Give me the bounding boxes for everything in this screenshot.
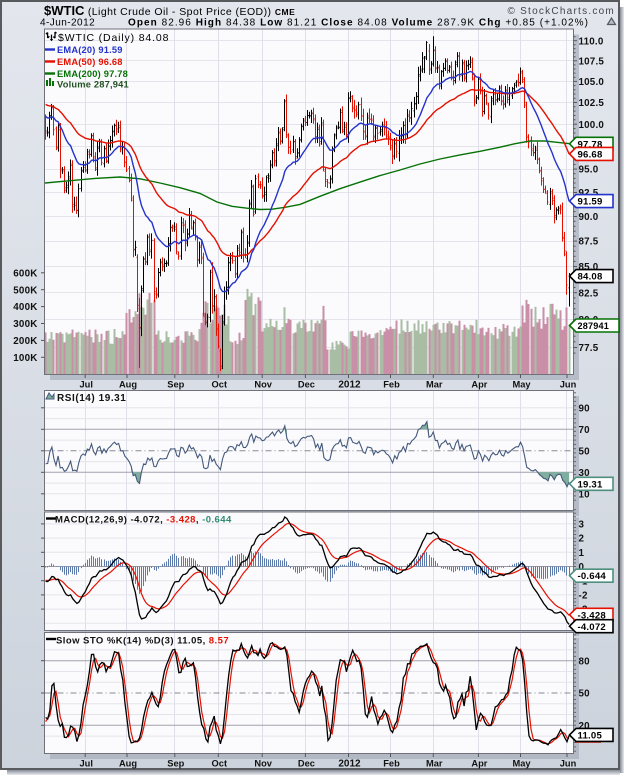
svg-text:110.0: 110.0 [579, 36, 604, 47]
svg-text:100.0: 100.0 [579, 120, 605, 131]
svg-text:RSI(14) 19.31: RSI(14) 19.31 [57, 393, 126, 404]
svg-text:50: 50 [579, 689, 591, 700]
svg-text:102.5: 102.5 [579, 98, 605, 109]
svg-text:105.0: 105.0 [579, 77, 605, 88]
svg-text:© StockCharts.com: © StockCharts.com [507, 6, 615, 17]
svg-text:500K: 500K [13, 285, 37, 296]
svg-text:Nov: Nov [254, 380, 272, 390]
svg-text:80: 80 [579, 656, 591, 667]
svg-text:May: May [512, 759, 531, 769]
svg-text:Aug: Aug [119, 380, 137, 390]
svg-text:Sep: Sep [167, 380, 184, 390]
svg-text:4-Jun-2012: 4-Jun-2012 [40, 18, 95, 29]
svg-text:87.5: 87.5 [579, 237, 599, 248]
svg-text:Slow STO %K(14) %D(3) 11.05, 8: Slow STO %K(14) %D(3) 11.05, 8.57 [56, 636, 229, 647]
svg-text:EMA(200) 97.78: EMA(200) 97.78 [57, 69, 128, 79]
svg-text:96.68: 96.68 [578, 150, 603, 161]
svg-text:3: 3 [579, 520, 585, 531]
svg-text:82.5: 82.5 [579, 288, 599, 299]
svg-text:Oct: Oct [212, 759, 228, 769]
svg-text:2012: 2012 [338, 759, 361, 770]
svg-text:Dec: Dec [298, 759, 315, 769]
svg-text:Jun: Jun [560, 380, 577, 390]
svg-text:100K: 100K [13, 353, 37, 364]
svg-text:MACD(12,26,9) -4.072, -3.428,: MACD(12,26,9) -4.072, -3.428, -0.644 [55, 515, 232, 526]
svg-text:Mar: Mar [426, 759, 443, 769]
svg-text:$WTIC (Daily) 84.08: $WTIC (Daily) 84.08 [58, 32, 169, 44]
svg-text:Feb: Feb [383, 759, 400, 769]
svg-text:Volume 287,941: Volume 287,941 [57, 80, 129, 90]
svg-text:90: 90 [579, 403, 591, 414]
svg-text:300K: 300K [13, 319, 37, 330]
svg-text:Aug: Aug [119, 759, 137, 769]
svg-text:Jul: Jul [79, 759, 92, 769]
svg-text:EMA(20) 91.59: EMA(20) 91.59 [57, 45, 123, 55]
svg-text:Open 82.96 High 84.38 Low 81.2: Open 82.96 High 84.38 Low 81.21 Close 84… [128, 18, 589, 29]
svg-text:Apr: Apr [471, 380, 487, 390]
svg-text:2012: 2012 [338, 380, 361, 391]
svg-text:-4.072: -4.072 [578, 622, 606, 633]
svg-text:600K: 600K [13, 268, 37, 279]
svg-text:95.0: 95.0 [579, 165, 599, 176]
svg-text:50: 50 [579, 446, 591, 457]
svg-text:EMA(50) 96.68: EMA(50) 96.68 [57, 57, 123, 67]
svg-text:70: 70 [579, 425, 591, 436]
svg-text:107.5: 107.5 [579, 56, 605, 67]
svg-text:30: 30 [579, 468, 591, 479]
svg-text:0: 0 [579, 562, 585, 573]
svg-text:287941: 287941 [578, 321, 610, 331]
svg-text:Apr: Apr [471, 759, 487, 769]
svg-text:91.59: 91.59 [578, 197, 603, 208]
svg-text:90.0: 90.0 [579, 212, 599, 223]
svg-text:$WTIC (Light Crude Oil - Spot: $WTIC (Light Crude Oil - Spot Price (EOD… [44, 3, 295, 18]
svg-text:Jun: Jun [560, 759, 577, 769]
svg-text:-2: -2 [579, 591, 588, 602]
svg-text:Nov: Nov [254, 759, 272, 769]
svg-text:92.5: 92.5 [579, 188, 599, 199]
svg-text:11.05: 11.05 [578, 731, 603, 742]
svg-text:1: 1 [579, 548, 585, 559]
svg-text:85.0: 85.0 [579, 262, 599, 273]
svg-text:97.78: 97.78 [578, 139, 603, 150]
svg-text:-3.428: -3.428 [578, 610, 607, 621]
svg-text:Mar: Mar [426, 380, 443, 390]
svg-text:Jul: Jul [79, 380, 92, 390]
svg-text:-0.644: -0.644 [578, 571, 607, 582]
svg-text:19.31: 19.31 [578, 479, 603, 490]
svg-text:Dec: Dec [298, 380, 315, 390]
svg-text:84.08: 84.08 [578, 272, 603, 283]
svg-text:Sep: Sep [167, 759, 184, 769]
svg-text:20: 20 [579, 721, 591, 732]
svg-text:Oct: Oct [212, 380, 228, 390]
svg-text:10: 10 [579, 489, 591, 500]
svg-text:2: 2 [579, 534, 585, 545]
svg-text:77.5: 77.5 [579, 343, 599, 354]
svg-text:200K: 200K [13, 336, 37, 347]
svg-text:Feb: Feb [383, 380, 400, 390]
svg-text:400K: 400K [13, 302, 37, 313]
svg-text:May: May [512, 380, 531, 390]
